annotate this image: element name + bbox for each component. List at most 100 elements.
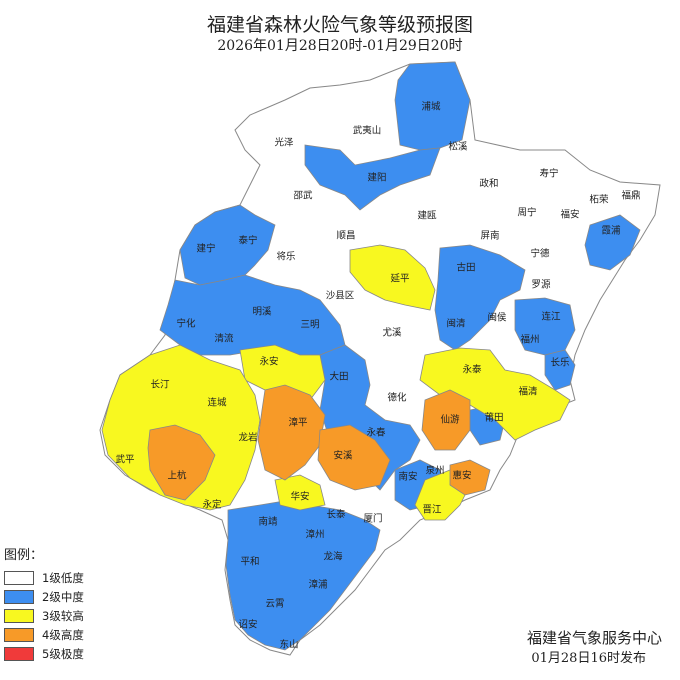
legend-swatch-level1 bbox=[4, 571, 34, 585]
county-label: 尤溪 bbox=[382, 327, 402, 339]
legend-swatch-level2 bbox=[4, 590, 34, 604]
county-label: 大田 bbox=[329, 371, 348, 383]
county-label: 闽侯 bbox=[487, 312, 507, 324]
county-label: 福州 bbox=[520, 334, 539, 346]
region-changle bbox=[544, 349, 576, 391]
county-label: 沙县区 bbox=[326, 291, 355, 302]
publisher-time: 01月28日16时发布 bbox=[531, 651, 646, 666]
county-label: 东山 bbox=[279, 639, 298, 651]
map-title: 福建省森林火险气象等级预报图 bbox=[206, 14, 473, 36]
county-label: 泰宁 bbox=[238, 235, 257, 247]
county-label: 长乐 bbox=[550, 357, 570, 369]
county-label: 永安 bbox=[259, 356, 278, 368]
region-jianyang bbox=[304, 144, 441, 211]
county-label: 邵武 bbox=[293, 190, 313, 202]
legend-label-level2: 2级中度 bbox=[42, 590, 84, 604]
legend: 图例： 1级低度 2级中度 3级较高 4级高度 5级极度 bbox=[4, 544, 84, 664]
county-label: 浦城 bbox=[421, 101, 441, 113]
county-label: 宁德 bbox=[530, 248, 550, 260]
county-label: 连江 bbox=[541, 311, 561, 323]
county-label: 三明 bbox=[300, 320, 319, 331]
county-label: 武夷山 bbox=[353, 125, 382, 137]
county-label: 平和 bbox=[240, 557, 259, 568]
legend-item-level3: 3级较高 bbox=[4, 607, 84, 625]
county-label: 仙游 bbox=[440, 414, 460, 426]
county-label: 南靖 bbox=[258, 516, 278, 528]
county-label: 古田 bbox=[456, 262, 475, 274]
county-label: 漳州 bbox=[305, 529, 324, 541]
county-label: 厦门 bbox=[363, 513, 382, 525]
legend-item-level5: 5级极度 bbox=[4, 645, 84, 663]
region-shanghang bbox=[147, 424, 216, 501]
legend-swatch-level3 bbox=[4, 609, 34, 623]
region-yanping bbox=[349, 244, 436, 311]
county-label: 惠安 bbox=[452, 470, 471, 482]
county-label: 周宁 bbox=[517, 207, 536, 219]
county-label: 清流 bbox=[214, 333, 234, 345]
county-label: 福鼎 bbox=[621, 190, 640, 202]
county-label: 闽清 bbox=[446, 318, 466, 330]
county-label: 罗源 bbox=[531, 280, 551, 291]
county-label: 诏安 bbox=[238, 619, 257, 631]
county-label: 德化 bbox=[387, 392, 407, 404]
county-label: 建瓯 bbox=[417, 210, 437, 222]
county-label: 永定 bbox=[202, 499, 222, 511]
region-gutian-minqing bbox=[434, 244, 526, 351]
county-label: 建宁 bbox=[196, 243, 215, 255]
legend-title: 图例： bbox=[4, 548, 44, 563]
legend-label-level1: 1级低度 bbox=[42, 571, 84, 585]
county-label: 晋江 bbox=[422, 505, 442, 516]
region-xiapu bbox=[584, 214, 641, 271]
region-xianyou bbox=[421, 389, 471, 451]
county-label: 永春 bbox=[366, 427, 386, 439]
county-label: 柘荣 bbox=[589, 194, 609, 206]
map-subtitle: 2026年01月28日20时-01月29日20时 bbox=[217, 38, 463, 54]
county-label: 霞浦 bbox=[601, 225, 621, 237]
county-label: 云霄 bbox=[265, 599, 284, 610]
legend-item-level4: 4级高度 bbox=[4, 626, 84, 644]
county-label: 建阳 bbox=[367, 172, 386, 184]
region-huian bbox=[449, 459, 491, 496]
county-label: 莆田 bbox=[484, 412, 503, 424]
region-zhangping bbox=[257, 384, 326, 481]
county-label: 长汀 bbox=[150, 379, 170, 391]
legend-item-level2: 2级中度 bbox=[4, 588, 84, 606]
legend-label-level5: 5级极度 bbox=[42, 647, 84, 661]
county-label: 泉州 bbox=[425, 465, 444, 477]
county-label: 延平 bbox=[390, 273, 410, 285]
region-zhangzhou-south bbox=[225, 499, 381, 651]
legend-label-level4: 4级高度 bbox=[42, 628, 84, 642]
legend-swatch-level5 bbox=[4, 647, 34, 661]
region-anxi bbox=[317, 424, 391, 491]
county-label: 漳平 bbox=[288, 417, 308, 429]
county-label: 南安 bbox=[398, 471, 417, 483]
county-label: 龙岩 bbox=[238, 432, 257, 444]
county-label: 永泰 bbox=[462, 364, 482, 376]
region-huaan bbox=[274, 474, 326, 511]
region-lianjiang-fuzhou bbox=[514, 297, 576, 356]
county-label: 福清 bbox=[518, 386, 538, 398]
county-label: 松溪 bbox=[448, 141, 468, 153]
region-yongan bbox=[239, 344, 326, 406]
county-label: 政和 bbox=[479, 178, 498, 190]
county-label: 漳浦 bbox=[308, 579, 328, 591]
county-label: 将乐 bbox=[276, 251, 296, 263]
legend-label-level3: 3级较高 bbox=[42, 609, 84, 623]
county-label: 上杭 bbox=[167, 470, 187, 482]
legend-item-level1: 1级低度 bbox=[4, 569, 84, 587]
county-label: 明溪 bbox=[252, 306, 272, 318]
county-label: 安溪 bbox=[333, 450, 353, 462]
county-label: 福安 bbox=[560, 209, 579, 221]
county-label: 长泰 bbox=[326, 509, 346, 521]
county-label: 屏南 bbox=[480, 230, 499, 242]
county-label: 寿宁 bbox=[539, 168, 558, 180]
county-label: 武平 bbox=[115, 454, 135, 466]
county-label: 顺昌 bbox=[336, 231, 355, 242]
county-label: 连城 bbox=[207, 397, 227, 409]
county-label: 龙海 bbox=[323, 551, 343, 563]
county-label: 宁化 bbox=[176, 318, 196, 330]
county-label: 华安 bbox=[290, 491, 309, 503]
legend-swatch-level4 bbox=[4, 628, 34, 642]
publisher-name: 福建省气象服务中心 bbox=[526, 629, 662, 647]
